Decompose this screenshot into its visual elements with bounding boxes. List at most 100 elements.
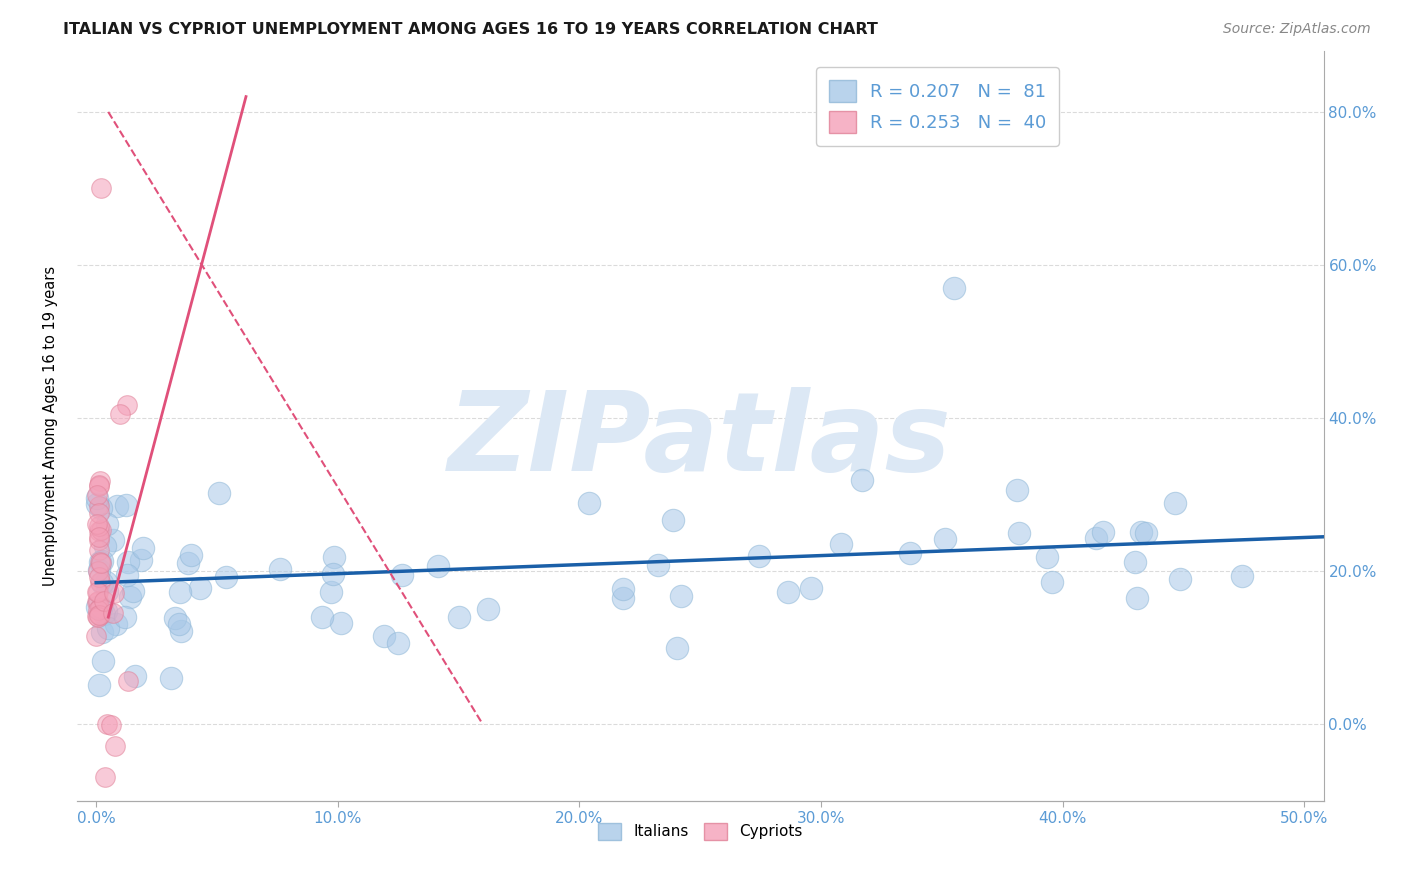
Point bbox=[87, 563, 110, 577]
Point bbox=[117, 568, 139, 582]
Point bbox=[373, 629, 395, 643]
Point bbox=[87, 533, 110, 548]
Point bbox=[89, 607, 111, 622]
Point bbox=[391, 568, 413, 582]
Point bbox=[671, 590, 693, 604]
Point bbox=[117, 555, 139, 569]
Point bbox=[87, 499, 110, 513]
Point bbox=[612, 591, 634, 605]
Point bbox=[208, 485, 231, 500]
Point bbox=[748, 549, 770, 563]
Point bbox=[91, 576, 114, 591]
Point bbox=[87, 603, 110, 617]
Point bbox=[1230, 569, 1253, 583]
Point bbox=[87, 608, 110, 623]
Point bbox=[269, 562, 291, 576]
Point bbox=[427, 558, 450, 573]
Point bbox=[214, 570, 236, 584]
Point bbox=[94, 575, 117, 590]
Point bbox=[322, 550, 344, 565]
Point bbox=[93, 594, 115, 608]
Text: ZIPatlas: ZIPatlas bbox=[449, 387, 952, 494]
Point bbox=[87, 610, 110, 624]
Point bbox=[86, 488, 108, 502]
Point bbox=[319, 584, 342, 599]
Point bbox=[1091, 524, 1114, 539]
Point bbox=[169, 585, 191, 599]
Text: Source: ZipAtlas.com: Source: ZipAtlas.com bbox=[1223, 22, 1371, 37]
Point bbox=[167, 617, 190, 632]
Point bbox=[115, 498, 138, 512]
Point bbox=[86, 585, 108, 599]
Point bbox=[662, 513, 685, 527]
Point bbox=[105, 499, 128, 513]
Point bbox=[96, 583, 118, 598]
Y-axis label: Unemployment Among Ages 16 to 19 years: Unemployment Among Ages 16 to 19 years bbox=[44, 266, 58, 586]
Point bbox=[89, 474, 111, 488]
Point bbox=[830, 537, 852, 551]
Point bbox=[118, 591, 141, 605]
Point bbox=[160, 671, 183, 685]
Point bbox=[87, 564, 110, 578]
Point bbox=[86, 629, 108, 643]
Point bbox=[93, 607, 115, 621]
Point bbox=[612, 582, 634, 596]
Point bbox=[1005, 483, 1028, 497]
Point bbox=[1035, 549, 1057, 564]
Point bbox=[87, 542, 110, 557]
Point bbox=[114, 610, 136, 624]
Point bbox=[132, 541, 155, 555]
Point bbox=[96, 717, 118, 731]
Point bbox=[103, 586, 125, 600]
Point bbox=[1130, 524, 1153, 539]
Point bbox=[666, 640, 689, 655]
Point bbox=[108, 407, 131, 421]
Point bbox=[169, 624, 191, 638]
Point bbox=[90, 601, 112, 615]
Point bbox=[387, 636, 409, 650]
Point bbox=[91, 624, 114, 639]
Point bbox=[180, 548, 202, 562]
Point bbox=[86, 497, 108, 511]
Point bbox=[87, 524, 110, 539]
Point bbox=[330, 616, 353, 631]
Point bbox=[934, 532, 956, 546]
Point bbox=[89, 574, 111, 589]
Point bbox=[87, 518, 110, 533]
Point bbox=[129, 553, 152, 567]
Point bbox=[101, 606, 124, 620]
Point bbox=[89, 678, 111, 692]
Point bbox=[86, 595, 108, 609]
Point bbox=[311, 610, 333, 624]
Point bbox=[177, 556, 200, 570]
Point bbox=[90, 501, 112, 516]
Point bbox=[94, 604, 117, 618]
Point bbox=[87, 584, 110, 599]
Point bbox=[86, 516, 108, 531]
Point bbox=[89, 601, 111, 615]
Point bbox=[115, 398, 138, 412]
Point bbox=[89, 570, 111, 584]
Point bbox=[898, 546, 921, 560]
Point bbox=[89, 506, 111, 520]
Point bbox=[90, 557, 112, 571]
Point bbox=[1168, 572, 1191, 586]
Point bbox=[449, 610, 471, 624]
Point bbox=[1163, 495, 1185, 509]
Point bbox=[104, 616, 127, 631]
Point bbox=[100, 717, 122, 731]
Point bbox=[942, 281, 965, 295]
Point bbox=[124, 669, 146, 683]
Point bbox=[163, 611, 186, 625]
Point bbox=[89, 478, 111, 492]
Point bbox=[86, 491, 108, 505]
Point bbox=[1084, 531, 1107, 545]
Point bbox=[851, 473, 873, 487]
Point bbox=[97, 621, 120, 635]
Point bbox=[121, 584, 143, 599]
Point bbox=[89, 555, 111, 569]
Point bbox=[1135, 525, 1157, 540]
Point bbox=[647, 558, 669, 573]
Point bbox=[87, 478, 110, 492]
Point bbox=[89, 181, 111, 195]
